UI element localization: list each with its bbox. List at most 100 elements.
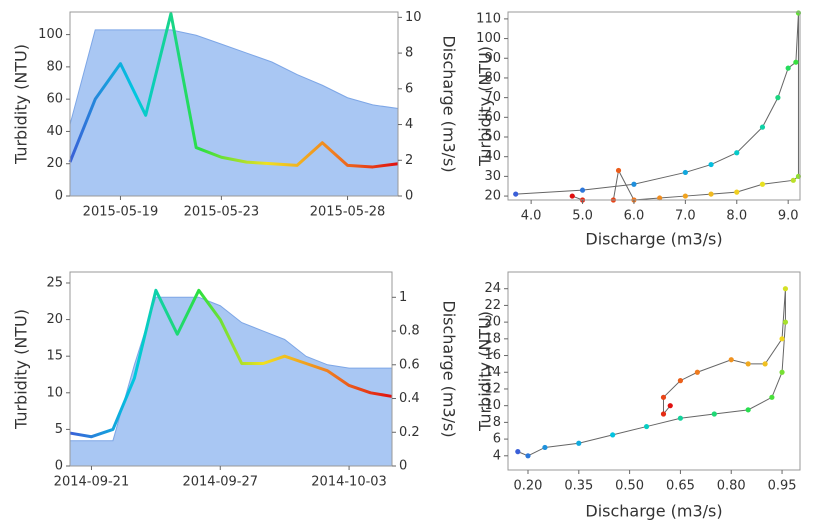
y-tick-label: 0 [55, 189, 63, 204]
x-tick-label: 9.0 [778, 209, 799, 224]
y2-tick-label: 10 [405, 10, 422, 25]
y-tick-label: 25 [46, 275, 63, 290]
y2-tick-label: 0.8 [399, 324, 420, 339]
point [782, 319, 789, 325]
point [708, 161, 714, 168]
y-tick-label: 10 [484, 398, 501, 413]
y-tick-label: 60 [484, 110, 501, 125]
point [759, 124, 766, 130]
connecting-line [517, 288, 786, 457]
point [677, 415, 684, 421]
y2-tick-label: 0.4 [399, 391, 420, 406]
y-tick-label: 110 [476, 11, 501, 26]
y-tick-label: 80 [484, 70, 501, 85]
x-tick-label: 4.0 [521, 209, 542, 224]
point [631, 181, 637, 187]
y-tick-label: 50 [484, 130, 501, 145]
y-tick-label: 90 [484, 51, 501, 66]
y-tick-label: 22 [484, 298, 501, 313]
point [615, 167, 622, 174]
point [782, 286, 789, 292]
y-axis-title: Turbidity (NTU) [12, 44, 31, 165]
point [513, 191, 519, 197]
point [610, 432, 616, 438]
y-tick-label: 70 [484, 90, 501, 105]
point [525, 453, 531, 459]
y-tick-label: 30 [484, 169, 501, 184]
panel: 0 20 40 60 80 100 0 2 4 6 8 10 2015-05-19 2015-05-23 2… [12, 10, 459, 220]
point [759, 181, 766, 187]
y-tick-label: 80 [46, 59, 63, 74]
y-axis-title: Turbidity (NTU) [476, 311, 495, 432]
plot-frame [507, 271, 801, 471]
point [660, 411, 667, 417]
point [682, 169, 688, 176]
plot-frame [507, 11, 801, 201]
y-tick-label: 10 [46, 385, 63, 400]
y-tick-label: 40 [484, 149, 501, 164]
y2-tick-label: 0.2 [399, 425, 420, 440]
point [711, 411, 717, 417]
y-tick-label: 60 [46, 92, 63, 107]
y2-tick-label: 4 [405, 117, 413, 132]
y-tick-label: 16 [484, 348, 501, 363]
point [576, 440, 582, 446]
discharge-area [69, 29, 399, 197]
point [790, 177, 796, 183]
point [779, 369, 785, 375]
x-tick-label: 2014-10-03 [311, 475, 387, 490]
point [579, 187, 586, 193]
x-tick-label: 8.0 [726, 209, 747, 224]
y-tick-label: 6 [493, 432, 501, 447]
point [569, 193, 575, 199]
point [779, 336, 785, 342]
x-axis-title: Discharge (m3/s) [585, 502, 722, 521]
x-tick-label: 5.0 [572, 209, 593, 224]
y-tick-label: 24 [484, 281, 501, 296]
y2-tick-label: 2 [405, 153, 413, 168]
y-tick-label: 12 [484, 381, 501, 396]
y2-axis-title: Discharge (m3/s) [440, 35, 459, 172]
y-tick-label: 8 [493, 415, 501, 430]
point [762, 361, 768, 367]
panel: 20 30 40 50 60 70 80 90 100 110 4.0 5.0 6.0 7.0 8.0 9.0… [476, 10, 802, 249]
y2-axis-title: Discharge (m3/s) [440, 300, 459, 437]
point [734, 150, 740, 156]
x-tick-label: 7.0 [675, 209, 696, 224]
y-tick-label: 20 [46, 312, 63, 327]
y-tick-label: 0 [55, 459, 63, 474]
y2-tick-label: 0 [405, 189, 413, 204]
x-tick-label: 2014-09-21 [54, 475, 130, 490]
y-tick-label: 20 [484, 189, 501, 204]
y-tick-label: 14 [484, 365, 501, 380]
point [769, 394, 775, 400]
y-tick-label: 5 [55, 422, 63, 437]
y-axis-title: Turbidity (NTU) [476, 46, 495, 167]
y2-tick-label: 0.6 [399, 357, 420, 372]
x-tick-label: 0.80 [717, 479, 746, 494]
y-tick-label: 100 [38, 27, 63, 42]
x-tick-label: 0.95 [768, 479, 797, 494]
y-tick-label: 40 [46, 124, 63, 139]
point [660, 394, 667, 400]
point [682, 193, 688, 199]
connecting-line [515, 12, 799, 201]
point [694, 369, 700, 375]
turbidity-line [69, 288, 393, 439]
plot-frame [69, 271, 393, 467]
y-tick-label: 20 [46, 156, 63, 171]
x-axis-title: Discharge (m3/s) [585, 230, 722, 249]
point [643, 423, 650, 430]
point [677, 378, 684, 384]
plot-frame [69, 11, 399, 197]
y-tick-label: 100 [476, 31, 501, 46]
turbidity-line [68, 12, 399, 169]
y-tick-label: 20 [484, 315, 501, 330]
y2-tick-label: 6 [405, 81, 413, 96]
x-tick-label: 2015-05-19 [83, 205, 159, 220]
y-tick-label: 15 [46, 349, 63, 364]
point [667, 403, 673, 409]
point [728, 357, 734, 363]
